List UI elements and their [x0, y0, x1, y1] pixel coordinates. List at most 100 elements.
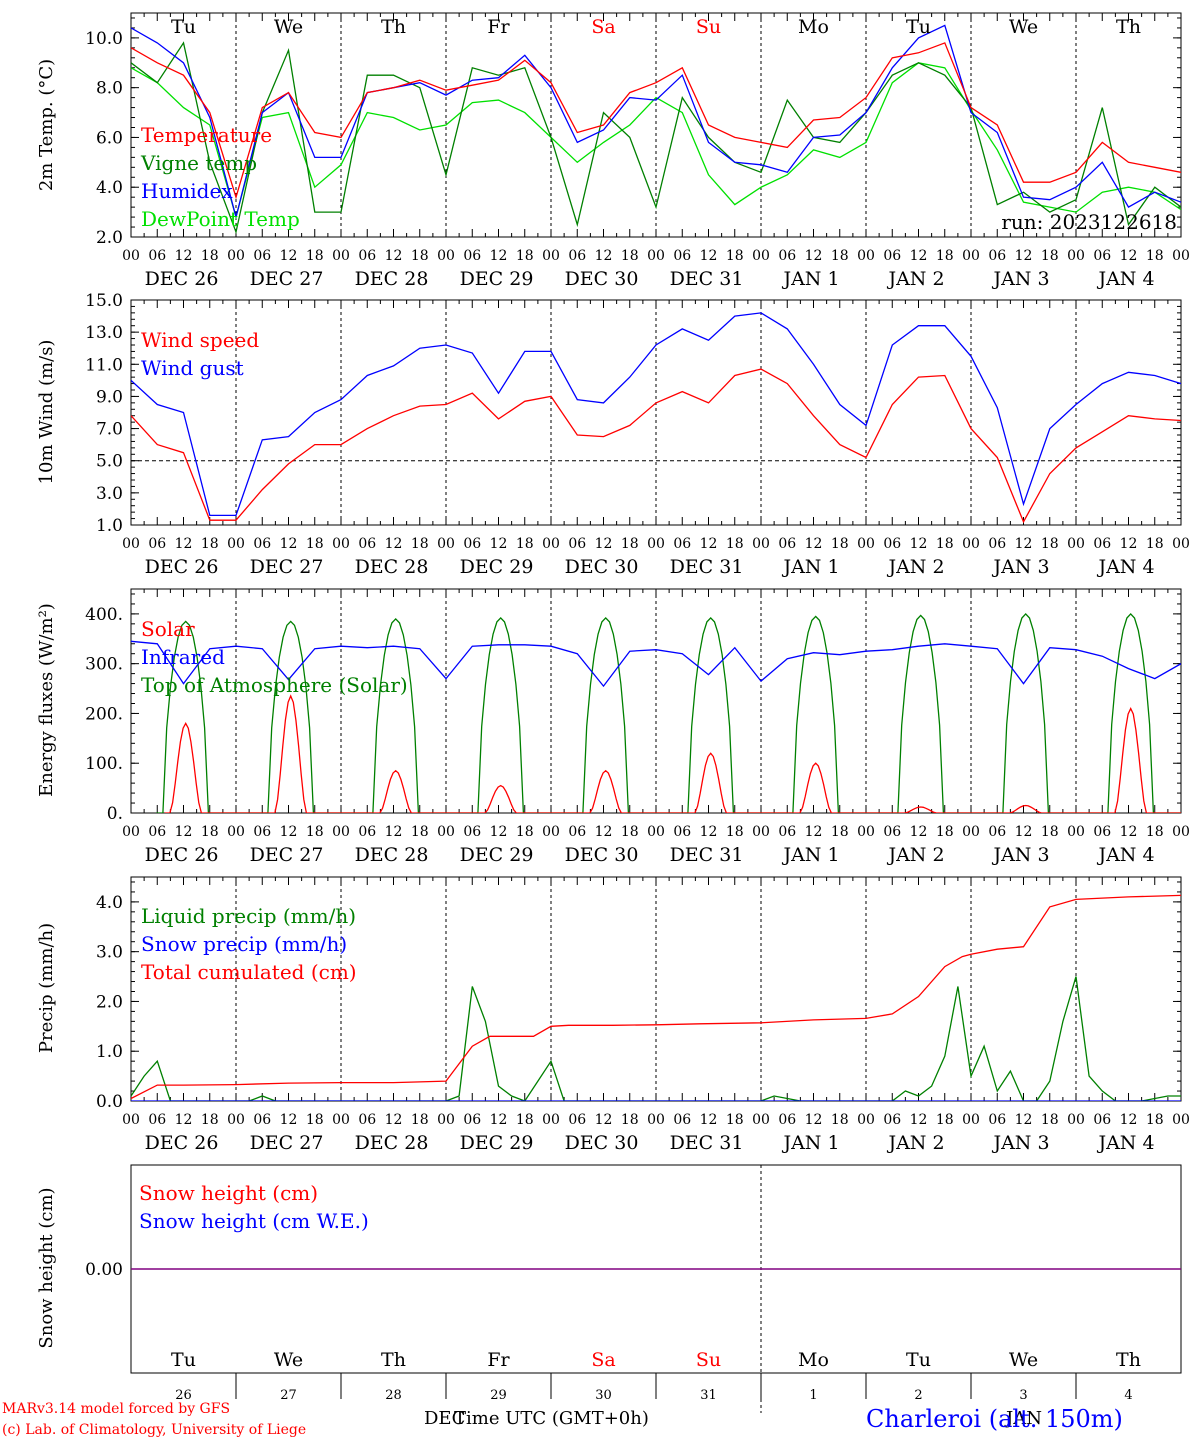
- day-name-bottom: Sa: [591, 1349, 615, 1371]
- hour-tick-label: 18: [201, 1112, 219, 1128]
- day-name-top: Mo: [798, 16, 829, 38]
- day-name-top: Sa: [591, 16, 615, 38]
- hour-tick-label: 06: [883, 824, 901, 840]
- hour-tick-label: 12: [1120, 824, 1138, 840]
- y-tick-label: 4.0: [96, 178, 123, 198]
- hour-tick-label: 18: [726, 1112, 744, 1128]
- y-tick-label: 15.0: [85, 291, 123, 311]
- day-number: 3: [1019, 1388, 1027, 1403]
- date-label: DEC 28: [355, 556, 429, 578]
- panel-3: 0. 100. 200. 300. 400. Energy fluxes (W/m²) 00…: [36, 588, 1190, 866]
- hour-tick-label: 12: [280, 1112, 298, 1128]
- hour-tick-label: 18: [936, 1112, 954, 1128]
- hour-tick-label: 12: [1015, 1112, 1033, 1128]
- day-number: 30: [595, 1388, 612, 1403]
- legend-entry: Infrared: [141, 645, 225, 669]
- legend-entry: Temperature: [141, 123, 272, 147]
- date-label: DEC 27: [250, 1132, 324, 1154]
- date-label: DEC 30: [565, 844, 639, 866]
- hour-tick-label: 18: [306, 248, 324, 264]
- hour-tick-label: 12: [175, 1112, 193, 1128]
- hour-tick-label: 06: [568, 248, 586, 264]
- legend-entry: Liquid precip (mm/h): [141, 904, 356, 928]
- hour-tick-label: 18: [306, 824, 324, 840]
- y-axis-label: 10m Wind (m/s): [36, 340, 57, 485]
- hour-tick-label: 18: [831, 1112, 849, 1128]
- y-tick-label: 3.0: [96, 943, 123, 963]
- hour-tick-label: 00: [962, 248, 980, 264]
- y-tick-label: 7.0: [96, 420, 123, 440]
- y-axis-label: Precip (mm/h): [36, 923, 57, 1053]
- series-infrared: [131, 640, 1181, 688]
- hour-tick-label: 12: [175, 536, 193, 552]
- hour-tick-label: 00: [437, 1112, 455, 1128]
- hour-tick-label: 06: [148, 824, 166, 840]
- series-liquid-precip-mm-h-: [131, 976, 1181, 1101]
- hour-tick-label: 18: [621, 536, 639, 552]
- series-top-of-atmosphere-solar-: [156, 612, 1181, 813]
- panel-frame: [130, 12, 1182, 238]
- y-tick-label: 400.: [85, 605, 123, 625]
- hour-tick-label: 00: [227, 536, 245, 552]
- hour-tick-label: 12: [910, 536, 928, 552]
- hour-tick-label: 12: [490, 824, 508, 840]
- date-label: JAN 1: [781, 268, 839, 290]
- date-label: DEC 31: [670, 1132, 744, 1154]
- day-number: 26: [175, 1388, 192, 1403]
- hour-tick-label: 18: [936, 248, 954, 264]
- y-tick-label: 6.0: [96, 128, 123, 148]
- hour-tick-label: 18: [201, 824, 219, 840]
- date-label: JAN 3: [991, 556, 1049, 578]
- date-label: JAN 2: [886, 268, 944, 290]
- hour-tick-label: 12: [1015, 248, 1033, 264]
- hour-tick-label: 00: [1067, 824, 1085, 840]
- day-name-bottom: Tu: [171, 1349, 196, 1371]
- hour-tick-label: 00: [1172, 248, 1190, 264]
- hour-tick-label: 06: [673, 824, 691, 840]
- hour-tick-label: 18: [1146, 1112, 1164, 1128]
- date-label: DEC 27: [250, 268, 324, 290]
- hour-tick-label: 12: [490, 1112, 508, 1128]
- hour-tick-label: 18: [1041, 536, 1059, 552]
- y-tick-label: 10.0: [85, 29, 123, 49]
- hour-tick-label: 00: [1067, 248, 1085, 264]
- hour-tick-label: 18: [411, 824, 429, 840]
- hour-tick-label: 18: [831, 824, 849, 840]
- hour-tick-label: 00: [437, 536, 455, 552]
- day-number: 29: [490, 1388, 507, 1403]
- hour-tick-label: 06: [778, 824, 796, 840]
- hour-tick-label: 12: [910, 1112, 928, 1128]
- panel-1: 2.0 4.0 6.0 8.0 10.0 2m Temp. (°C) 00 06 12 18 DEC…: [36, 12, 1190, 290]
- day-name-top: Th: [1116, 16, 1141, 38]
- y-tick-label: 200.: [85, 704, 123, 724]
- hour-tick-label: 18: [726, 536, 744, 552]
- hour-tick-label: 00: [542, 536, 560, 552]
- hour-tick-label: 06: [988, 1112, 1006, 1128]
- hour-tick-label: 18: [936, 824, 954, 840]
- hour-tick-label: 18: [621, 824, 639, 840]
- hour-tick-label: 12: [805, 1112, 823, 1128]
- hour-tick-label: 00: [752, 1112, 770, 1128]
- date-label: DEC 29: [460, 268, 534, 290]
- hour-tick-label: 00: [122, 824, 140, 840]
- hour-tick-label: 18: [831, 536, 849, 552]
- date-label: JAN 4: [1096, 556, 1154, 578]
- hour-tick-label: 12: [595, 824, 613, 840]
- hour-tick-label: 06: [463, 248, 481, 264]
- date-label: JAN 4: [1096, 1132, 1154, 1154]
- y-tick-label: 8.0: [96, 79, 123, 99]
- legend-entry: Vigne temp: [140, 151, 257, 175]
- date-label: DEC 31: [670, 844, 744, 866]
- hour-tick-label: 00: [1172, 1112, 1190, 1128]
- hour-tick-label: 18: [201, 536, 219, 552]
- series-vigne-temp: [131, 41, 1181, 235]
- month-left-label: DEC: [424, 1408, 465, 1429]
- hour-tick-label: 06: [568, 824, 586, 840]
- day-name-bottom: We: [1009, 1349, 1038, 1371]
- hour-tick-label: 00: [857, 1112, 875, 1128]
- hour-tick-label: 00: [332, 536, 350, 552]
- hour-tick-label: 00: [122, 536, 140, 552]
- hour-tick-label: 06: [883, 1112, 901, 1128]
- y-tick-label: 11.0: [85, 355, 123, 375]
- hour-tick-label: 00: [857, 248, 875, 264]
